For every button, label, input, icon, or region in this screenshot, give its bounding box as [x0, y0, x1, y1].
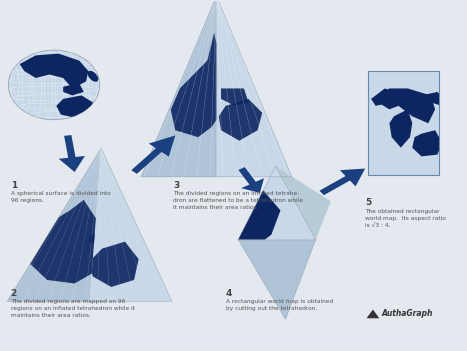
- Text: 5: 5: [365, 198, 371, 207]
- Circle shape: [8, 50, 100, 120]
- Bar: [368, 71, 439, 176]
- Polygon shape: [131, 135, 175, 174]
- Text: 2: 2: [11, 289, 17, 298]
- Polygon shape: [63, 83, 84, 95]
- Polygon shape: [90, 148, 172, 301]
- Polygon shape: [219, 99, 262, 141]
- Polygon shape: [389, 110, 412, 148]
- Text: A spherical surface is divided into
96 regions.: A spherical surface is divided into 96 r…: [11, 191, 110, 203]
- Polygon shape: [238, 166, 316, 240]
- Polygon shape: [57, 95, 93, 118]
- Polygon shape: [421, 92, 444, 106]
- Polygon shape: [7, 148, 101, 301]
- Text: A rectangular world map is obtained
by cutting out the tetrahedron.: A rectangular world map is obtained by c…: [226, 299, 333, 311]
- Polygon shape: [367, 310, 379, 318]
- Polygon shape: [238, 191, 281, 240]
- Polygon shape: [141, 0, 216, 177]
- Polygon shape: [88, 234, 95, 245]
- Polygon shape: [239, 167, 264, 193]
- Polygon shape: [371, 88, 394, 106]
- Polygon shape: [319, 168, 365, 195]
- Polygon shape: [238, 240, 316, 319]
- Polygon shape: [216, 0, 292, 177]
- Ellipse shape: [92, 106, 98, 113]
- Polygon shape: [221, 88, 248, 106]
- Polygon shape: [92, 241, 139, 287]
- Text: 1: 1: [11, 181, 17, 190]
- Polygon shape: [59, 135, 85, 172]
- Polygon shape: [276, 166, 331, 240]
- Polygon shape: [412, 130, 442, 156]
- Text: 4: 4: [226, 289, 232, 298]
- Text: 3: 3: [173, 181, 179, 190]
- Text: The obtained rectangular
world map.  Its aspect ratio
is √3 : 4.: The obtained rectangular world map. Its …: [365, 208, 446, 228]
- Text: The divided regions are mapped on 96
regions on an inflated tetrahedron while it: The divided regions are mapped on 96 reg…: [11, 299, 134, 318]
- Ellipse shape: [87, 71, 98, 82]
- Text: AuthaGraph: AuthaGraph: [382, 310, 433, 318]
- Polygon shape: [20, 54, 88, 88]
- Polygon shape: [378, 88, 435, 123]
- Text: The divided regions on an inflated tetrahe-
dron are flattened to be a tetrahedr: The divided regions on an inflated tetra…: [173, 191, 303, 210]
- Polygon shape: [30, 200, 96, 284]
- Polygon shape: [170, 33, 216, 137]
